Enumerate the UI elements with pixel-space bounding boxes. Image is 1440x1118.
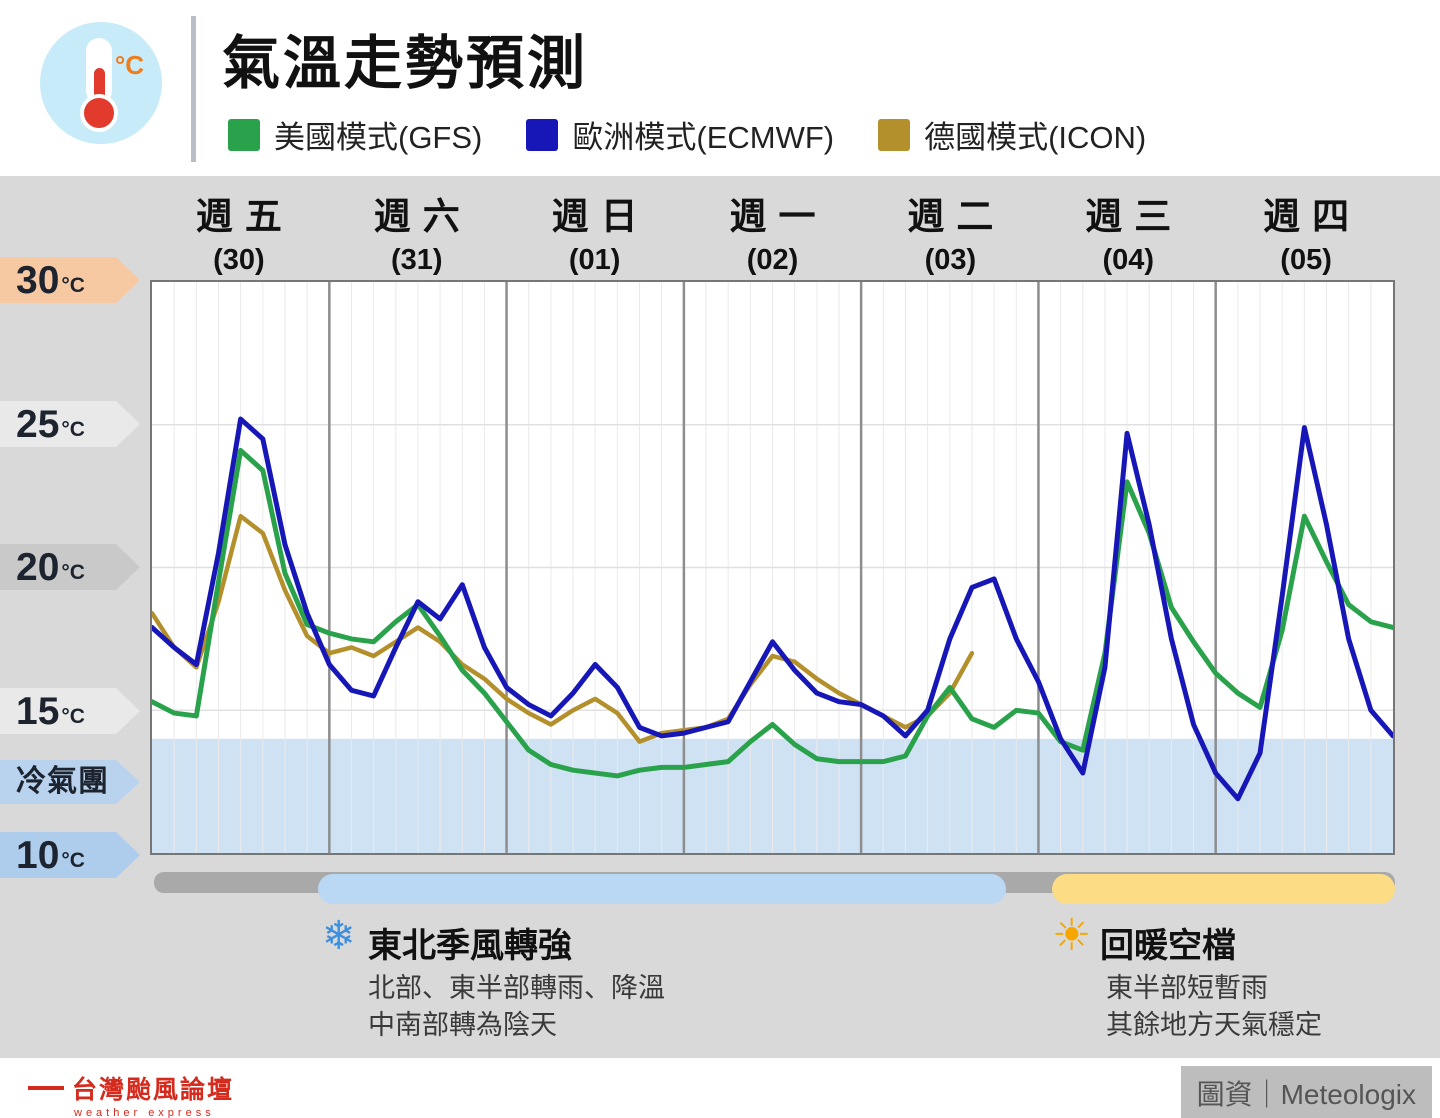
day-labels-row: 週五 (30) 週六 (31) 週日 (01) 週一 (02) 週二 (03) … bbox=[150, 186, 1395, 277]
timeline-bar-monsoon bbox=[318, 874, 1006, 904]
day-label: 週日 (01) bbox=[551, 196, 650, 276]
legend-label-ecmwf: 歐洲模式(ECMWF) bbox=[572, 120, 835, 155]
day-label: 週一 (02) bbox=[729, 196, 828, 276]
snowflake-icon: ❄ bbox=[322, 914, 356, 958]
taiwan-typhoon-forum-logo: 台灣颱風論壇 weather express bbox=[28, 1070, 234, 1118]
day-label: 週三 (04) bbox=[1085, 196, 1184, 276]
page-title: 氣溫走勢預測 bbox=[222, 31, 589, 96]
ytick-cold-air-mass: 冷氣團 bbox=[0, 760, 140, 804]
thermometer-mercury bbox=[94, 68, 105, 108]
ytick-15c: 15 °C bbox=[0, 688, 140, 734]
thermometer-icon: °C bbox=[40, 22, 162, 144]
warming-title: 回暖空檔 bbox=[1100, 927, 1236, 965]
logo-main-text: 台灣颱風論壇 bbox=[72, 1076, 235, 1104]
header-divider bbox=[191, 16, 196, 162]
sun-icon: ☀ bbox=[1052, 911, 1092, 960]
logo-sub-text: weather express bbox=[74, 1107, 215, 1118]
logo-dash bbox=[28, 1086, 64, 1090]
warming-detail-line-2: 其餘地方天氣穩定 bbox=[1106, 1010, 1322, 1040]
warming-detail-line-1: 東半部短暫雨 bbox=[1106, 973, 1268, 1003]
ytick-10c: 10 °C bbox=[0, 832, 140, 878]
temperature-chart bbox=[152, 282, 1393, 853]
day-label: 週五 (30) bbox=[195, 196, 294, 276]
monsoon-detail-line-2: 中南部轉為陰天 bbox=[368, 1010, 557, 1040]
ecmwf-color-swatch bbox=[526, 118, 559, 151]
day-label: 週四 (05) bbox=[1263, 196, 1362, 276]
gfs-color-swatch bbox=[228, 118, 260, 151]
legend-label-gfs: 美國模式(GFS) bbox=[274, 120, 483, 155]
ytick-25c: 25 °C bbox=[0, 401, 140, 447]
day-label: 週二 (03) bbox=[907, 196, 1006, 276]
ytick-20c: 20 °C bbox=[0, 544, 140, 590]
legend-label-icon: 德國模式(ICON) bbox=[924, 120, 1147, 155]
chart-legend: 美國模式(GFS) 歐洲模式(ECMWF) 德國模式(ICON) bbox=[228, 112, 1146, 157]
legend-item-icon: 德國模式(ICON) bbox=[878, 112, 1146, 157]
monsoon-detail-line-1: 北部、東半部轉雨、降溫 bbox=[368, 973, 665, 1003]
legend-item-ecmwf: 歐洲模式(ECMWF) bbox=[526, 112, 834, 157]
icon-color-swatch bbox=[878, 118, 911, 151]
celsius-unit-label: °C bbox=[114, 50, 144, 80]
day-label: 週六 (31) bbox=[373, 196, 472, 276]
chart-plot-area bbox=[150, 280, 1395, 855]
thermometer-bulb bbox=[80, 94, 118, 132]
ytick-30c: 30 °C bbox=[0, 257, 140, 303]
data-credit-badge: 圖資｜Meteologix bbox=[1180, 1066, 1432, 1118]
monsoon-title: 東北季風轉強 bbox=[368, 927, 572, 965]
header: °C 氣溫走勢預測 美國模式(GFS) 歐洲模式(ECMWF) 德國模式(ICO… bbox=[0, 0, 1440, 176]
timeline-bar-warming bbox=[1052, 874, 1395, 904]
legend-item-gfs: 美國模式(GFS) bbox=[228, 112, 482, 157]
footer: 台灣颱風論壇 weather express 圖資｜Meteologix bbox=[0, 1058, 1440, 1118]
